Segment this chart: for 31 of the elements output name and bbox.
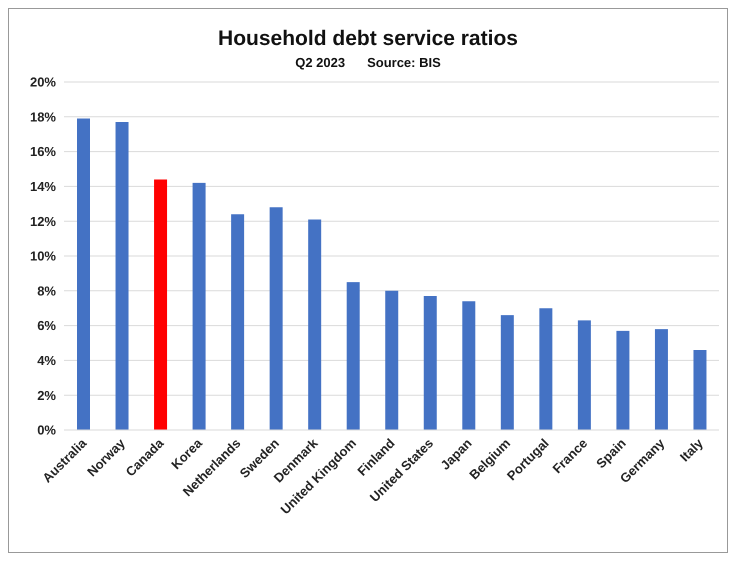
chart-subtitle: Q2 2023 (295, 55, 346, 70)
y-tick-label: 4% (37, 353, 56, 368)
bar (654, 329, 668, 430)
y-tick-label: 0% (37, 422, 56, 438)
bar (616, 330, 630, 430)
y-tick-label: 20% (30, 74, 56, 90)
bar (385, 290, 398, 430)
y-tick-label: 2% (37, 388, 56, 403)
bar (154, 179, 168, 430)
bar (500, 315, 514, 430)
bar (462, 301, 476, 430)
chart-title: Household debt service ratios (217, 27, 519, 51)
bar (578, 320, 591, 430)
y-tick-label: 10% (30, 248, 56, 264)
bar (346, 282, 360, 430)
y-tick-label: 18% (30, 109, 56, 124)
bar (192, 182, 206, 430)
bar (539, 308, 552, 430)
bar (270, 207, 283, 430)
y-tick-label: 8% (37, 283, 56, 298)
bar (116, 122, 129, 430)
y-tick-label: 12% (30, 214, 56, 229)
bar (308, 219, 322, 430)
bar (424, 296, 437, 430)
source-note: Source: BIS (367, 55, 441, 70)
bar (231, 214, 244, 430)
bar (77, 118, 90, 430)
y-tick-label: 14% (30, 179, 56, 194)
y-tick-label: 16% (30, 144, 56, 160)
y-tick-label: 6% (37, 318, 56, 334)
bar (693, 350, 706, 430)
